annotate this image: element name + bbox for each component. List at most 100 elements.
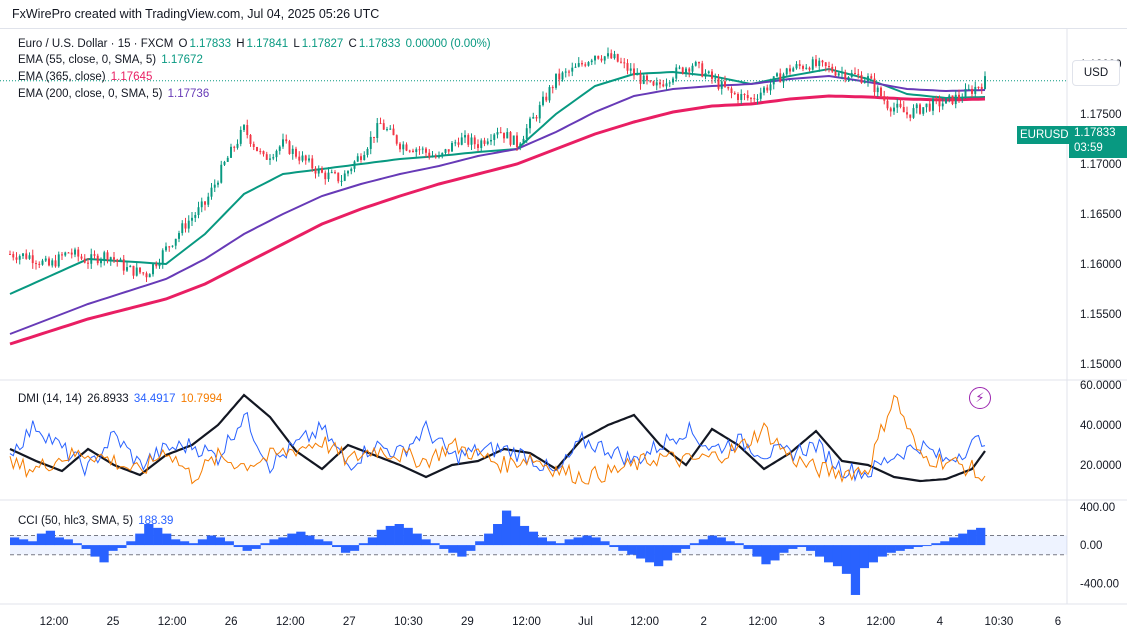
cci-bar	[278, 537, 288, 546]
candle-body	[938, 99, 941, 107]
candle-body	[831, 66, 834, 72]
candle-body	[441, 152, 444, 156]
candle-body	[236, 143, 239, 148]
dmi-tick-label: 20.0000	[1080, 460, 1122, 472]
candle-body	[259, 151, 262, 153]
cci-legend[interactable]: CCI (50, hlc3, SMA, 5) 188.39	[18, 513, 175, 530]
cci-bar	[126, 541, 136, 546]
candle-body	[41, 260, 44, 265]
candle-body	[408, 150, 411, 152]
cci-bar	[10, 537, 20, 546]
cci-bar	[707, 535, 717, 546]
candle-body	[740, 93, 743, 100]
cci-bar	[940, 541, 950, 546]
cci-bar	[385, 525, 395, 546]
cci-bar	[430, 543, 440, 546]
dmi-legend[interactable]: DMI (14, 14) 26.8933 34.4917 10.7994	[18, 391, 224, 408]
candle-body	[642, 75, 645, 84]
candle-body	[434, 156, 437, 158]
cci-bar	[27, 541, 38, 546]
candle-body	[386, 129, 388, 131]
candle-body	[818, 60, 821, 66]
ema55-legend[interactable]: EMA (55, close, 0, SMA, 5) 1.17672	[18, 52, 205, 69]
candle-body	[353, 161, 356, 169]
candle-body	[113, 257, 115, 260]
candle-body	[243, 125, 245, 130]
candle-body	[470, 137, 473, 145]
candle-body	[490, 139, 492, 142]
candle-body	[87, 262, 89, 264]
candle-body	[623, 62, 626, 64]
cci-bar	[501, 510, 512, 546]
open-value: 1.17833	[189, 38, 232, 50]
ema200-legend[interactable]: EMA (200, close, 0, SMA, 5) 1.17736	[18, 86, 211, 103]
candle-body	[509, 132, 512, 145]
candle-body	[902, 106, 905, 113]
ema365-legend[interactable]: EMA (365, close) 1.17645	[18, 69, 154, 86]
candle-body	[568, 71, 570, 73]
low-value: 1.17827	[301, 38, 344, 50]
candle-body	[330, 172, 333, 174]
cci-bar	[654, 545, 664, 567]
candle-body	[155, 264, 158, 267]
time-tick-label: 12:00	[40, 616, 69, 628]
candle-body	[444, 149, 447, 153]
time-tick-label: 12:00	[512, 616, 541, 628]
candle-body	[711, 71, 713, 79]
cci-bar	[90, 545, 100, 557]
candle-body	[756, 98, 759, 100]
candle-body	[418, 149, 421, 151]
candle-body	[343, 173, 346, 181]
cci-bar	[779, 545, 789, 553]
cci-bar	[197, 539, 208, 546]
cci-bar	[81, 545, 91, 549]
candle-body	[980, 86, 983, 90]
candle-body	[109, 257, 112, 260]
cci-bar	[618, 545, 628, 551]
dmi-plus-value: 34.4917	[133, 393, 176, 405]
cci-bar	[394, 524, 404, 546]
candle-body	[763, 87, 765, 93]
candle-body	[733, 93, 736, 95]
cci-bar	[931, 543, 941, 546]
candle-body	[165, 246, 167, 251]
candle-body	[90, 254, 93, 264]
candle-body	[967, 88, 970, 90]
lightning-bolt-icon[interactable]: ⚡	[969, 387, 991, 409]
candle-body	[789, 68, 791, 72]
cci-bar	[171, 539, 181, 546]
candle-body	[808, 67, 811, 70]
candle-body	[597, 55, 600, 59]
chart-frame[interactable]: 1.15000 1.15500 1.16000 1.16500 1.17000 1.175…	[0, 28, 1127, 637]
chart-canvas[interactable]: 1.15000 1.15500 1.16000 1.16500 1.17000 1.175…	[0, 29, 1127, 638]
candle-body	[148, 274, 151, 278]
candle-body	[724, 81, 726, 87]
candle-body	[620, 61, 622, 63]
candle-body	[792, 68, 795, 72]
candle-body	[171, 245, 174, 247]
low-label: L	[293, 38, 300, 50]
cci-bar	[734, 543, 744, 546]
candle-body	[707, 71, 710, 74]
candle-body	[421, 148, 424, 150]
currency-button[interactable]: USD	[1072, 60, 1120, 86]
cci-bar	[188, 543, 199, 546]
candle-body	[337, 172, 340, 182]
candle-body	[223, 161, 226, 165]
ema-line	[9, 67, 986, 295]
candle-body	[122, 259, 125, 271]
candle-body	[815, 59, 817, 66]
candle-body	[347, 171, 349, 174]
time-tick-label: 29	[461, 616, 474, 628]
cci-bar	[260, 543, 270, 546]
candle-body	[961, 98, 964, 100]
candle-body	[824, 62, 827, 67]
candle-body	[278, 146, 281, 151]
cci-bar	[349, 545, 360, 551]
cci-bar	[108, 545, 118, 551]
candle-body	[662, 84, 665, 87]
cci-bar	[340, 545, 351, 553]
candle-body	[753, 98, 756, 100]
candle-body	[577, 63, 580, 67]
candle-body	[31, 255, 34, 264]
